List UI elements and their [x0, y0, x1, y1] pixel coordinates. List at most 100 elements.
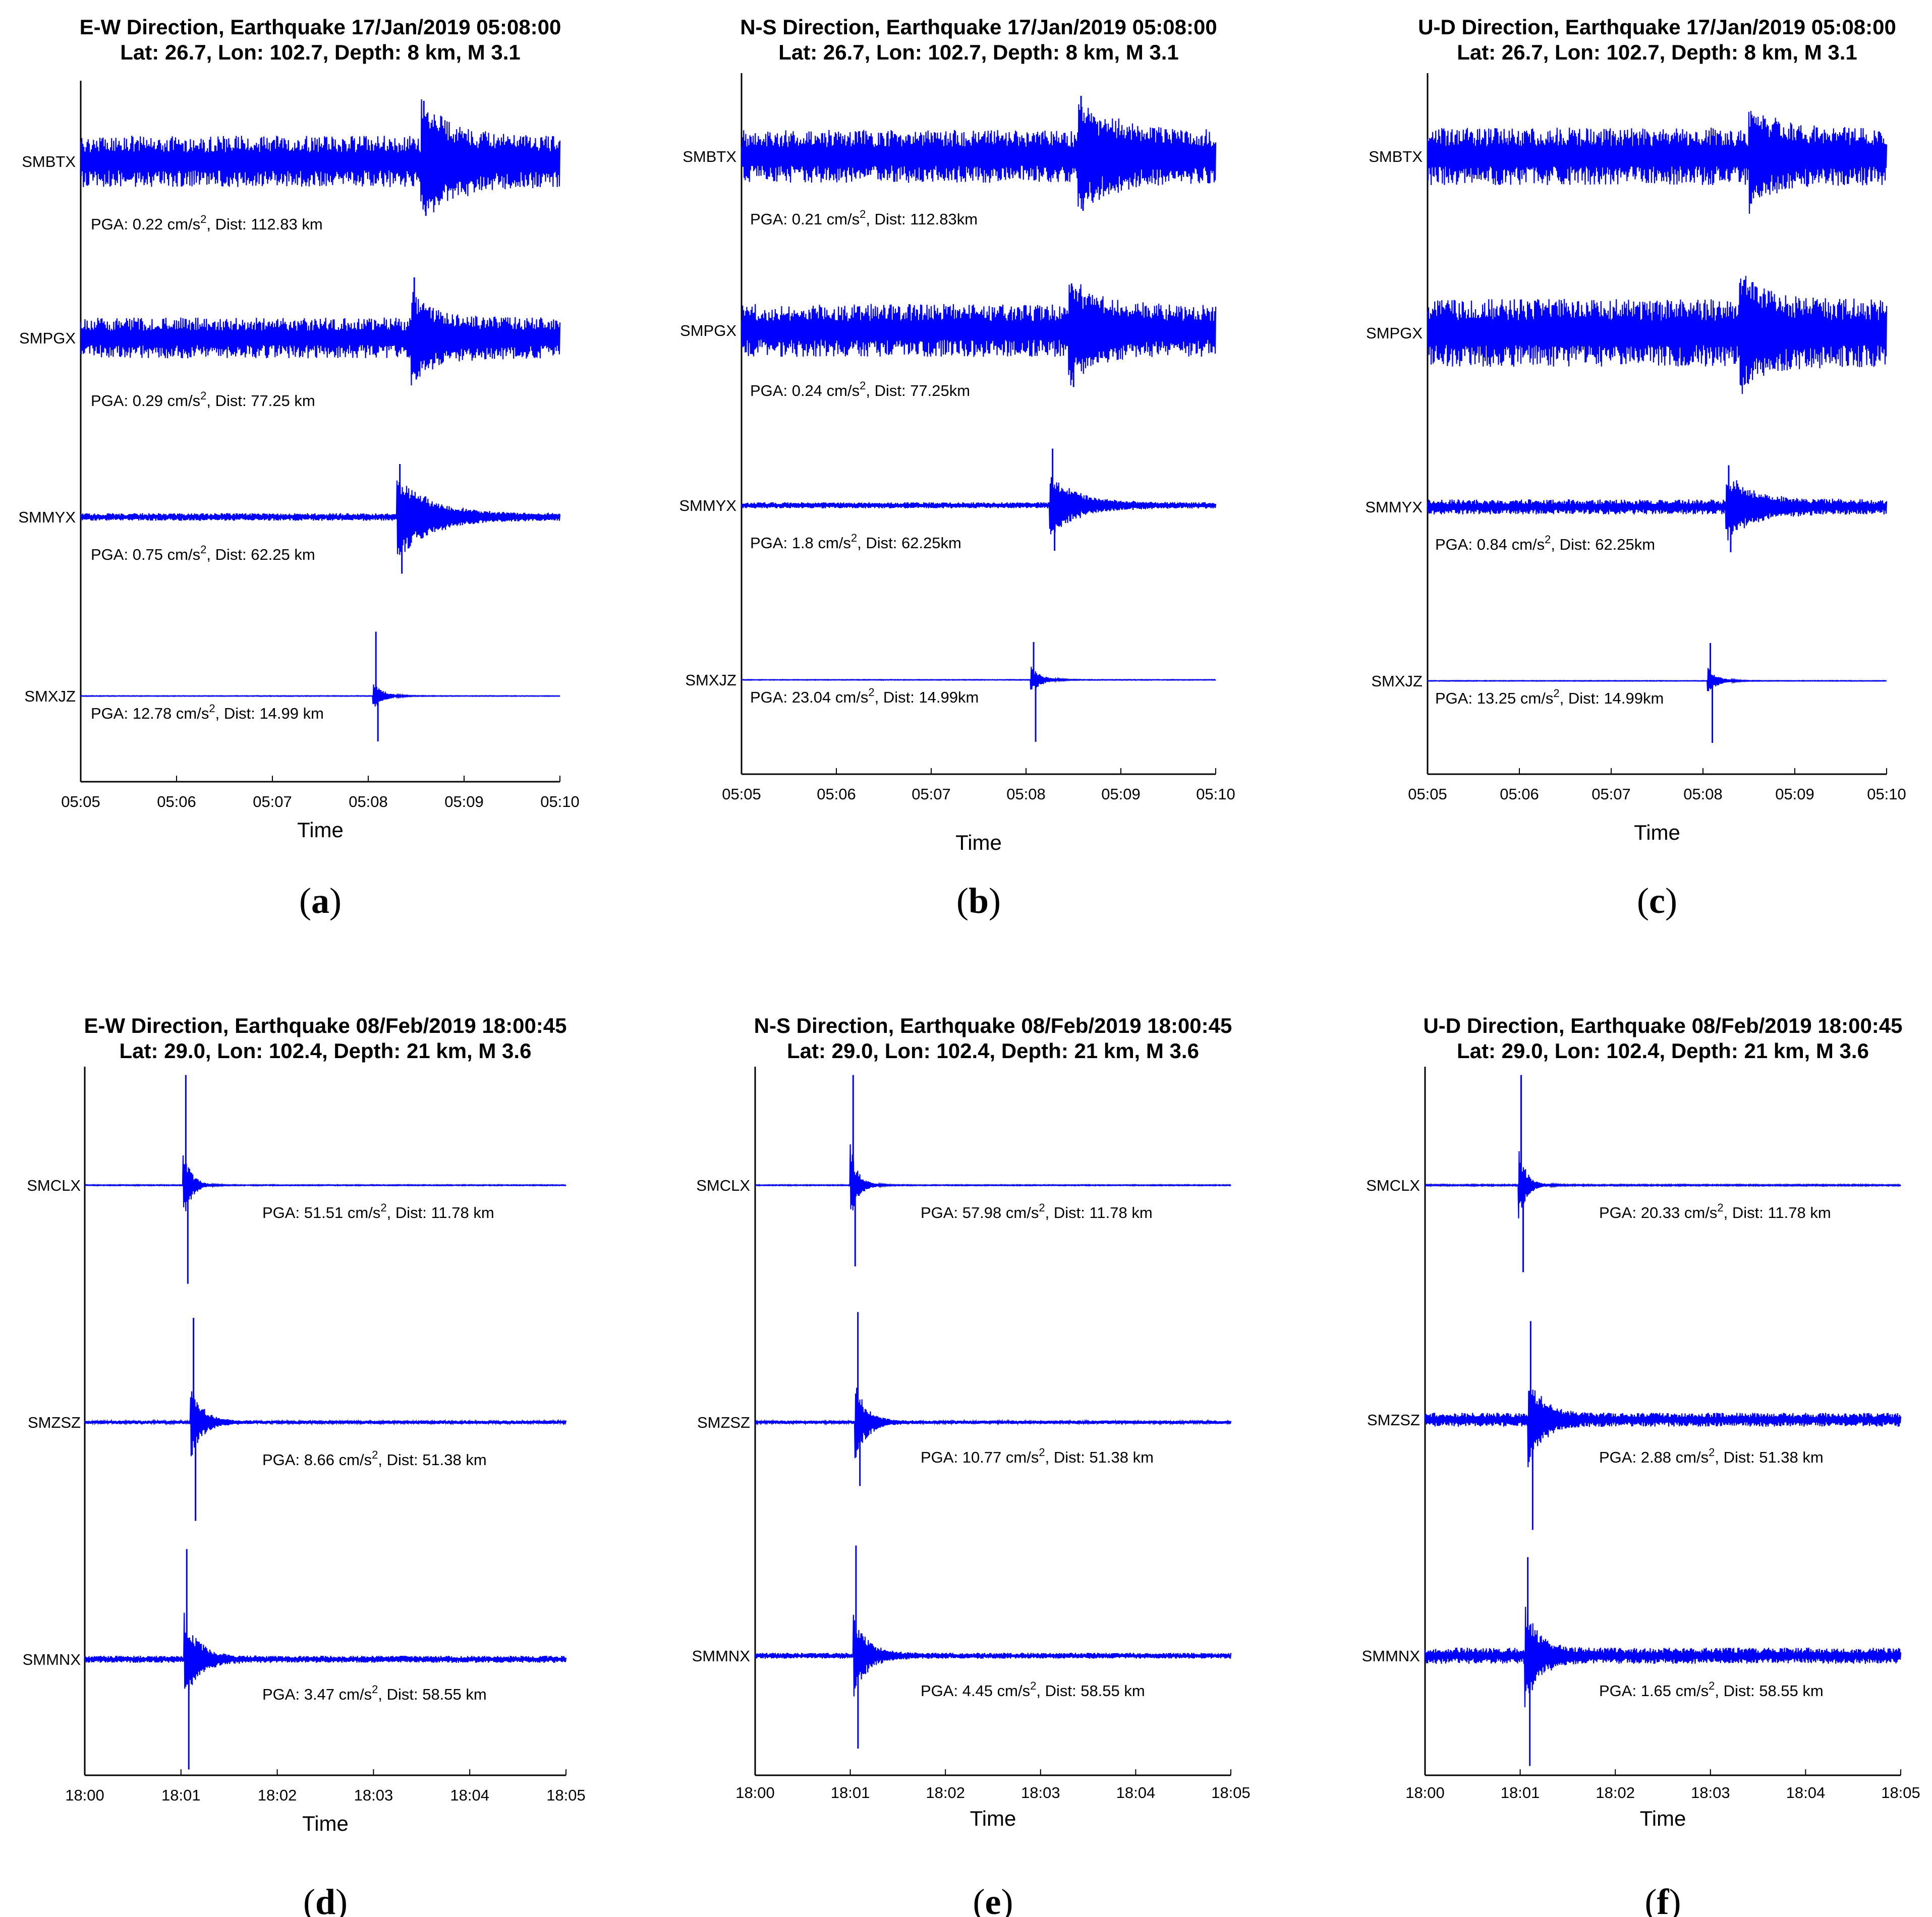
x-tick-label: 18:01: [161, 1786, 201, 1804]
x-tick-label: 18:00: [735, 1784, 775, 1802]
waveform-trace: [84, 1155, 566, 1211]
x-axis-label: Time: [1634, 821, 1680, 844]
station-label: SMXJZ: [685, 671, 736, 689]
panel-caption: (c): [1637, 881, 1677, 921]
pga-annotation: PGA: 1.8 cm/s2, Dist: 62.25km: [750, 532, 961, 552]
x-tick-label: 05:06: [817, 785, 856, 803]
station-label: SMCLX: [696, 1177, 750, 1194]
pga-annotation: PGA: 57.98 cm/s2, Dist: 11.78 km: [921, 1201, 1153, 1222]
panel-a: E-W Direction, Earthquake 17/Jan/2019 05…: [18, 15, 579, 921]
x-tick-label: 05:10: [1196, 785, 1235, 803]
x-tick-label: 05:05: [61, 793, 100, 810]
chart-title: U-D Direction, Earthquake 08/Feb/2019 18…: [1423, 1014, 1902, 1037]
waveform-trace: [741, 104, 1217, 209]
panel-f: U-D Direction, Earthquake 08/Feb/2019 18…: [1362, 1014, 1920, 1917]
waveform-trace: [1427, 668, 1887, 691]
chart-subtitle: Lat: 26.7, Lon: 102.7, Depth: 8 km, M 3.…: [120, 40, 521, 64]
station-label: SMBTX: [22, 153, 76, 170]
pga-annotation: PGA: 13.25 cm/s2, Dist: 14.99km: [1435, 687, 1664, 707]
x-tick-label: 18:03: [1691, 1784, 1730, 1802]
chart-title: N-S Direction, Earthquake 17/Jan/2019 05…: [740, 15, 1217, 39]
station-label: SMMNX: [1362, 1647, 1420, 1665]
x-tick-label: 18:04: [1786, 1784, 1826, 1802]
station-label: SMMYX: [18, 508, 76, 526]
x-tick-label: 18:05: [1881, 1784, 1920, 1802]
x-tick-label: 18:05: [546, 1786, 586, 1804]
x-axis-label: Time: [1640, 1807, 1686, 1830]
x-tick-label: 18:02: [258, 1786, 297, 1804]
pga-annotation: PGA: 3.47 cm/s2, Dist: 58.55 km: [262, 1683, 487, 1703]
waveform-trace: [80, 480, 561, 555]
x-tick-label: 18:04: [1116, 1784, 1156, 1802]
station-label: SMMYX: [679, 497, 736, 514]
x-tick-label: 18:00: [65, 1786, 104, 1804]
waveform-trace: [1427, 275, 1888, 394]
x-tick-label: 18:02: [1596, 1784, 1635, 1802]
station-label: SMZSZ: [28, 1414, 81, 1431]
station-label: SMZSZ: [1367, 1411, 1420, 1429]
x-axis-label: Time: [970, 1807, 1016, 1830]
station-label: SMMNX: [23, 1651, 81, 1668]
station-label: SMBTX: [683, 148, 736, 165]
waveform-trace: [80, 99, 561, 213]
station-label: SMPGX: [1366, 324, 1423, 342]
station-label: SMXJZ: [24, 687, 76, 705]
station-label: SMPGX: [680, 322, 736, 339]
x-tick-label: 18:02: [926, 1784, 965, 1802]
waveform-trace: [741, 667, 1216, 690]
station-label: SMMNX: [692, 1647, 751, 1665]
waveform-trace: [1427, 480, 1888, 541]
x-tick-label: 18:03: [1021, 1784, 1060, 1802]
x-tick-label: 18:01: [1501, 1784, 1540, 1802]
pga-annotation: PGA: 1.65 cm/s2, Dist: 58.55 km: [1599, 1679, 1824, 1700]
x-tick-label: 05:09: [1101, 785, 1141, 803]
chart-subtitle: Lat: 26.7, Lon: 102.7, Depth: 8 km, M 3.…: [778, 40, 1179, 64]
x-tick-label: 05:06: [1500, 785, 1539, 803]
station-label: SMPGX: [19, 329, 76, 347]
waveform-trace: [1424, 1606, 1902, 1708]
station-label: SMZSZ: [697, 1414, 750, 1431]
chart-subtitle: Lat: 29.0, Lon: 102.4, Depth: 21 km, M 3…: [120, 1039, 532, 1063]
x-tick-label: 05:09: [1775, 785, 1814, 803]
x-tick-label: 05:10: [1867, 785, 1906, 803]
x-axis-label: Time: [955, 831, 1002, 854]
x-tick-label: 05:09: [444, 793, 484, 810]
panel-caption: (a): [299, 881, 342, 921]
pga-annotation: PGA: 12.78 cm/s2, Dist: 14.99 km: [91, 702, 324, 722]
panel-b: N-S Direction, Earthquake 17/Jan/2019 05…: [679, 15, 1235, 921]
pga-annotation: PGA: 23.04 cm/s2, Dist: 14.99km: [750, 686, 979, 706]
waveform-trace: [741, 284, 1217, 385]
x-tick-label: 05:07: [253, 793, 292, 810]
chart-title: U-D Direction, Earthquake 17/Jan/2019 05…: [1418, 15, 1896, 39]
station-label: SMBTX: [1369, 148, 1423, 165]
x-tick-label: 18:00: [1405, 1784, 1445, 1802]
panel-caption: (e): [973, 1882, 1013, 1917]
x-tick-label: 18:04: [450, 1786, 489, 1804]
chart-subtitle: Lat: 26.7, Lon: 102.7, Depth: 8 km, M 3.…: [1457, 40, 1857, 64]
waveform-trace: [1424, 1389, 1902, 1468]
pga-annotation: PGA: 0.22 cm/s2, Dist: 112.83 km: [91, 213, 323, 233]
waveform-trace: [754, 1614, 1232, 1697]
x-tick-label: 05:05: [1408, 785, 1447, 803]
panel-c: U-D Direction, Earthquake 17/Jan/2019 05…: [1365, 15, 1906, 921]
x-tick-label: 18:05: [1211, 1784, 1251, 1802]
pga-annotation: PGA: 51.51 cm/s2, Dist: 11.78 km: [262, 1201, 494, 1222]
waveform-trace: [1424, 1151, 1901, 1218]
pga-annotation: PGA: 20.33 cm/s2, Dist: 11.78 km: [1599, 1201, 1831, 1222]
x-tick-label: 05:06: [157, 793, 196, 810]
x-tick-label: 05:10: [540, 793, 580, 810]
pga-annotation: PGA: 0.24 cm/s2, Dist: 77.25km: [750, 379, 970, 399]
pga-annotation: PGA: 2.88 cm/s2, Dist: 51.38 km: [1599, 1446, 1824, 1466]
panel-e: N-S Direction, Earthquake 08/Feb/2019 18…: [692, 1014, 1251, 1917]
panel-caption: (b): [956, 881, 1001, 921]
panel-caption: (f): [1645, 1882, 1681, 1917]
chart-title: N-S Direction, Earthquake 08/Feb/2019 18…: [754, 1014, 1232, 1037]
chart-title: E-W Direction, Earthquake 17/Jan/2019 05…: [80, 15, 561, 39]
waveform-trace: [755, 1144, 1231, 1210]
chart-subtitle: Lat: 29.0, Lon: 102.4, Depth: 21 km, M 3…: [787, 1039, 1199, 1063]
chart-subtitle: Lat: 29.0, Lon: 102.4, Depth: 21 km, M 3…: [1457, 1039, 1869, 1063]
waveform-trace: [80, 684, 560, 707]
x-tick-label: 18:03: [354, 1786, 393, 1804]
pga-annotation: PGA: 8.66 cm/s2, Dist: 51.38 km: [262, 1448, 487, 1469]
